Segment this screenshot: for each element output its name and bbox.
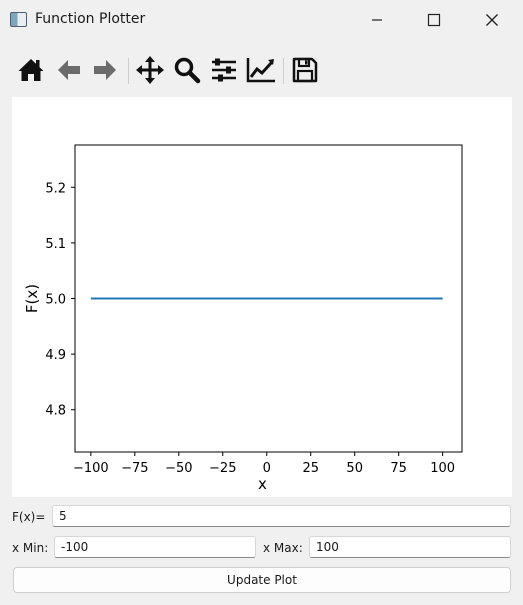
xmax-label: x Max: (263, 541, 303, 555)
edit-axis-button[interactable] (244, 54, 278, 86)
home-icon (18, 59, 44, 81)
fx-input[interactable]: 5 (52, 505, 511, 527)
window-title: Function Plotter (35, 11, 146, 27)
y-tick-label: 5.1 (45, 237, 66, 252)
app-icon (10, 12, 27, 27)
x-tick-label: 25 (302, 461, 319, 476)
x-tick-label: −100 (73, 461, 109, 476)
y-tick-label: 4.8 (45, 404, 66, 419)
zoom-button[interactable] (170, 54, 204, 86)
configure-subplots-button[interactable] (207, 54, 241, 86)
minimize-icon (372, 19, 382, 21)
home-button[interactable] (14, 54, 48, 86)
y-axis-label: F(x) (23, 284, 41, 313)
x-axis-label: x (258, 475, 267, 493)
x-tick-label: 75 (390, 461, 407, 476)
xmin-input[interactable]: -100 (54, 536, 256, 558)
maximize-button[interactable] (411, 0, 457, 40)
plot-toolbar (0, 48, 523, 92)
x-tick-label: −50 (165, 461, 192, 476)
title-bar: Function Plotter (0, 0, 523, 40)
y-tick-label: 5.2 (45, 181, 66, 196)
pan-button[interactable] (133, 54, 167, 86)
y-tick-label: 4.9 (45, 348, 66, 363)
toolbar-separator (283, 58, 284, 84)
x-tick-label: 100 (430, 461, 455, 476)
xmax-input[interactable]: 100 (309, 536, 511, 558)
maximize-icon (427, 13, 441, 27)
xmin-label: x Min: (12, 541, 49, 555)
close-icon (486, 14, 498, 26)
forward-button[interactable] (88, 54, 122, 86)
save-icon (292, 57, 318, 83)
toolbar-separator (128, 58, 129, 84)
x-tick-label: 50 (346, 461, 363, 476)
plot-canvas[interactable]: −100 −75 −50 −25 0 25 50 75 100 4.8 4.9 5.0 5.1 5.2 x F… (12, 97, 512, 497)
back-icon (58, 60, 80, 80)
configure-subplots-icon (212, 58, 236, 82)
back-button[interactable] (52, 54, 86, 86)
update-plot-button[interactable]: Update Plot (13, 567, 511, 593)
x-tick-label: −75 (121, 461, 148, 476)
pan-icon (136, 56, 164, 84)
x-tick-label: 0 (263, 461, 271, 476)
x-tick-label: −25 (209, 461, 236, 476)
save-button[interactable] (288, 54, 322, 86)
fx-label: F(x)= (12, 510, 46, 524)
edit-axis-icon (246, 58, 275, 83)
minimize-button[interactable] (354, 0, 400, 40)
zoom-icon (174, 57, 201, 84)
forward-icon (94, 60, 116, 80)
y-tick-label: 5.0 (45, 293, 66, 308)
close-button[interactable] (469, 0, 515, 40)
plot-svg: −100 −75 −50 −25 0 25 50 75 100 4.8 4.9 5.0 5.1 5.2 x F… (23, 144, 463, 493)
